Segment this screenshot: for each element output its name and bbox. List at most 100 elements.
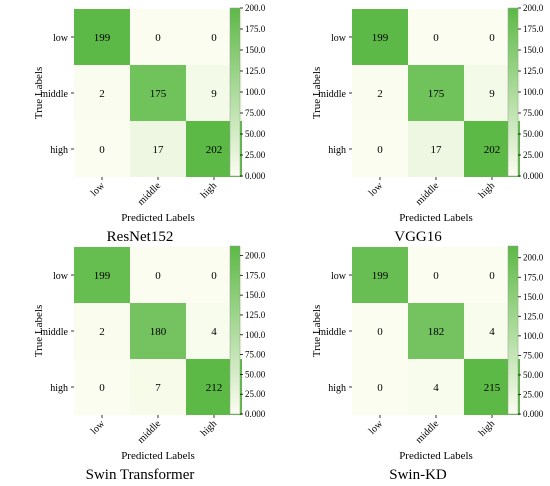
colorbar-tick-label: 150.0 [245, 290, 266, 300]
colorbar [229, 245, 241, 415]
caption-resnet152: ResNet152 [107, 229, 174, 245]
x-tick-label-high: high [477, 418, 497, 438]
cell-high-middle [408, 359, 464, 415]
cell-value-low-low: 199 [372, 32, 389, 44]
y-tick-label-middle: middle [40, 89, 68, 100]
cell-middle-middle [130, 303, 186, 359]
colorbar-tick-label: 100.0 [245, 330, 266, 340]
y-tick-label-middle: middle [40, 327, 68, 338]
colorbar-tick-label: 200.0 [245, 3, 266, 13]
cell-value-middle-low: 2 [377, 88, 383, 100]
cell-middle-low [352, 65, 408, 121]
x-tick-label-high: high [477, 180, 497, 200]
cell-low-middle [130, 247, 186, 303]
cell-high-low [74, 121, 130, 177]
colorbar-tick-label: 100.0 [245, 87, 266, 97]
cell-low-middle [408, 9, 464, 65]
colorbar-tick-label: 200.0 [523, 253, 544, 263]
y-axis-label: True Labels [311, 305, 323, 357]
cell-high-low [74, 359, 130, 415]
cell-high-middle [130, 359, 186, 415]
y-tick-label-high: high [50, 383, 68, 394]
colorbar-tick-label: 75.00 [245, 108, 266, 118]
colorbar-tick-label: 175.0 [245, 270, 266, 280]
cell-value-low-middle: 0 [433, 270, 439, 282]
cell-value-middle-middle: 180 [150, 326, 167, 338]
x-axis-label: Predicted Labels [399, 212, 473, 224]
cell-value-high-middle: 7 [155, 382, 161, 394]
cell-value-middle-middle: 175 [150, 88, 167, 100]
x-axis-label: Predicted Labels [399, 450, 473, 462]
caption-swin-kd: Swin-KD [389, 467, 447, 483]
cell-value-low-middle: 0 [155, 32, 161, 44]
x-tick-label-high: high [199, 180, 219, 200]
y-axis-label: True Labels [311, 67, 323, 119]
cell-value-low-middle: 0 [433, 32, 439, 44]
cell-middle-low [352, 303, 408, 359]
cell-high-low [352, 359, 408, 415]
cell-low-low [352, 247, 408, 303]
x-tick-label-middle: middle [414, 418, 442, 446]
cell-low-low [74, 247, 130, 303]
colorbar-tick-label: 50.00 [523, 370, 544, 380]
cell-value-middle-high: 4 [489, 326, 495, 338]
colorbar-tick-label: 125.0 [523, 66, 544, 76]
colorbar-tick-label: 150.0 [523, 292, 544, 302]
cell-value-low-high: 0 [211, 32, 217, 44]
colorbar-tick-label: 50.00 [245, 129, 266, 139]
colorbar-tick-label: 25.00 [245, 389, 266, 399]
colorbar-tick-label: 25.00 [523, 150, 544, 160]
colorbar-tick-label: 0.000 [245, 409, 266, 419]
caption-swin-transformer: Swin Transformer [86, 467, 195, 483]
cell-value-high-high: 202 [484, 144, 501, 156]
x-tick-label-middle: middle [136, 418, 164, 446]
heatmap-panel-3: 199 0 0 2 180 4 0 7 212 low middle high low middle hig… [33, 245, 266, 462]
cell-high-low [352, 121, 408, 177]
cell-low-low [352, 9, 408, 65]
colorbar-tick-label: 50.00 [245, 369, 266, 379]
caption-vgg16: VGG16 [394, 229, 442, 245]
y-tick-label-high: high [50, 145, 68, 156]
cell-value-high-middle: 17 [153, 144, 165, 156]
colorbar-tick-label: 175.0 [523, 272, 544, 282]
y-tick-label-high: high [328, 383, 346, 394]
colorbar-tick-label: 75.00 [245, 350, 266, 360]
colorbar-tick-label: 125.0 [245, 66, 266, 76]
x-tick-label-low: low [367, 418, 386, 437]
heatmap-panel-4: 199 0 0 0 182 4 0 4 215 low middle high low middle hig… [311, 245, 544, 462]
cell-middle-low [74, 65, 130, 121]
cell-value-high-low: 0 [99, 144, 105, 156]
colorbar-tick-label: 100.0 [523, 331, 544, 341]
cell-value-middle-low: 2 [99, 88, 105, 100]
x-tick-label-high: high [199, 418, 219, 438]
cell-value-middle-high: 9 [211, 88, 217, 100]
cell-value-middle-high: 4 [211, 326, 217, 338]
colorbar-tick-label: 75.00 [523, 108, 544, 118]
cell-value-low-low: 199 [372, 270, 389, 282]
cell-value-low-low: 199 [94, 270, 111, 282]
cell-low-middle [408, 247, 464, 303]
cell-value-middle-high: 9 [489, 88, 495, 100]
y-tick-label-low: low [53, 271, 69, 282]
y-axis-label: True Labels [33, 305, 45, 357]
cell-value-low-high: 0 [211, 270, 217, 282]
colorbar-tick-label: 125.0 [245, 310, 266, 320]
x-axis-label: Predicted Labels [121, 212, 195, 224]
colorbar-tick-label: 0.000 [523, 171, 544, 181]
cell-low-middle [130, 9, 186, 65]
cell-middle-middle [408, 65, 464, 121]
colorbar-tick-label: 125.0 [523, 311, 544, 321]
x-tick-label-low: low [89, 418, 108, 437]
heatmap-panel-2: 199 0 0 2 175 9 0 17 202 low middle high low middle hi… [311, 3, 544, 224]
colorbar-tick-label: 50.00 [523, 129, 544, 139]
x-tick-label-low: low [367, 180, 386, 199]
y-tick-label-high: high [328, 145, 346, 156]
x-tick-label-low: low [89, 180, 108, 199]
cell-value-high-low: 0 [99, 382, 105, 394]
colorbar-tick-label: 25.00 [245, 150, 266, 160]
cell-value-high-middle: 4 [433, 382, 439, 394]
cell-value-high-high: 202 [206, 144, 223, 156]
colorbar [229, 7, 241, 177]
cell-value-high-low: 0 [377, 382, 383, 394]
